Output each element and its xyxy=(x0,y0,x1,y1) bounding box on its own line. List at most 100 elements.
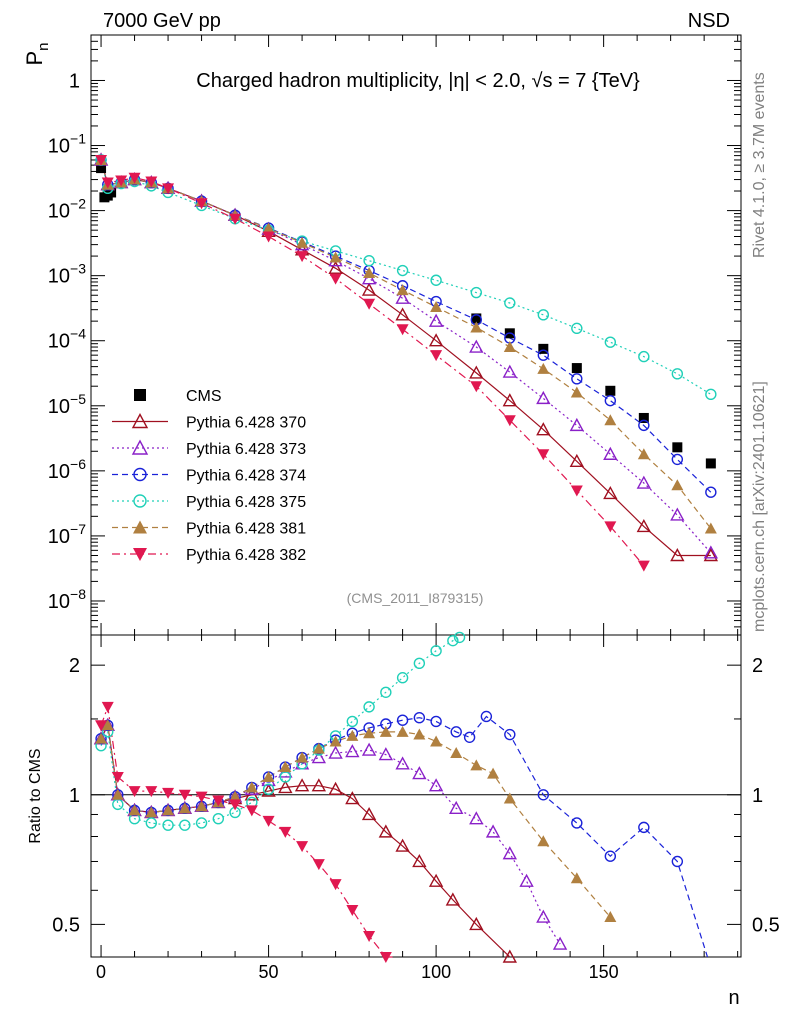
main-point-pythia-6-428-375 xyxy=(604,336,617,348)
ratio-point-pythia-6-428-375 xyxy=(363,701,375,713)
ratio-point-pythia-6-428-373 xyxy=(485,824,501,838)
ratio-point-pythia-6-428-370 xyxy=(311,778,327,792)
main-point-pythia-6-428-370 xyxy=(469,365,484,379)
main-point-pythia-6-428-381 xyxy=(430,300,443,312)
main-point-pythia-6-428-381 xyxy=(604,414,617,426)
ratio-point-pythia-6-428-381 xyxy=(279,761,292,773)
ratio-point-pythia-6-428-382 xyxy=(346,905,359,917)
main-point-pythia-6-428-373 xyxy=(536,390,551,405)
ratio-point-pythia-6-428-382 xyxy=(111,771,124,783)
main-point-pythia-6-428-370 xyxy=(502,393,517,407)
ratio-point-pythia-6-428-374 xyxy=(671,855,684,868)
main-point-pythia-6-428-370 xyxy=(428,333,444,347)
ratio-point-pythia-6-428-373 xyxy=(469,811,484,825)
ratio-point-pythia-6-428-381 xyxy=(145,806,158,818)
ratio-point-pythia-6-428-370 xyxy=(361,807,377,821)
main-point-pythia-6-428-381 xyxy=(296,236,309,248)
ratio-point-pythia-6-428-381 xyxy=(537,835,550,847)
ratio-point-pythia-6-428-373 xyxy=(428,778,444,792)
ratio-series-pythia-6-428-374 xyxy=(100,715,709,958)
rivet-version-text: Rivet 4.1.0, ≥ 3.7M events xyxy=(751,72,768,258)
main-point-pythia-6-428-375 xyxy=(571,322,583,335)
ratio-point-pythia-6-428-370 xyxy=(294,778,310,792)
ratio-point-pythia-6-428-375 xyxy=(145,817,158,829)
legend-label: Pythia 6.428 370 xyxy=(186,415,306,432)
ratio-point-pythia-6-428-382 xyxy=(363,930,376,942)
main-point-pythia-6-428-382 xyxy=(296,251,309,263)
ratio-point-pythia-6-428-381 xyxy=(245,781,258,793)
main-point-pythia-6-428-382 xyxy=(430,350,443,362)
main-plot-frame xyxy=(90,34,742,636)
main-point-pythia-6-428-382 xyxy=(95,154,108,166)
main-point-cms xyxy=(96,163,107,174)
ratio-point-pythia-6-428-381 xyxy=(101,719,114,731)
legend-label: Pythia 6.428 382 xyxy=(186,547,306,564)
legend-marker xyxy=(133,467,147,482)
main-point-pythia-6-428-382 xyxy=(195,198,208,210)
main-point-pythia-6-428-375 xyxy=(638,350,650,363)
ratio-point-pythia-6-428-381 xyxy=(128,804,141,816)
main-point-pythia-6-428-382 xyxy=(396,324,409,336)
main-point-pythia-6-428-373 xyxy=(428,313,444,327)
ratio-point-pythia-6-428-374 xyxy=(537,789,550,801)
main-point-pythia-6-428-375 xyxy=(396,264,409,277)
main-point-pythia-6-428-382 xyxy=(101,177,114,189)
main-point-pythia-6-428-370 xyxy=(361,282,377,296)
legend-entry-pythia-6-428-373: Pythia 6.428 373 xyxy=(112,439,306,458)
ratio-ylabel: Ratio to CMS xyxy=(27,748,44,843)
ratio-point-pythia-6-428-374 xyxy=(463,731,476,743)
legend: CMS Pythia 6.428 370 Pythia 6.428 373 Pythi… xyxy=(112,388,306,564)
main-point-pythia-6-428-382 xyxy=(115,175,128,187)
ratio-point-pythia-6-428-375 xyxy=(179,819,191,831)
ratio-point-pythia-6-428-374 xyxy=(638,821,650,834)
ratio-point-pythia-6-428-375 xyxy=(447,634,459,647)
legend-label: Pythia 6.428 375 xyxy=(186,494,306,511)
main-point-pythia-6-428-373 xyxy=(670,507,685,521)
ratio-point-pythia-6-428-370 xyxy=(378,824,394,838)
x-tick-label: 50 xyxy=(259,962,279,982)
ratio-point-pythia-6-428-370 xyxy=(445,892,461,906)
main-point-pythia-6-428-374 xyxy=(638,419,650,432)
main-point-pythia-6-428-382 xyxy=(262,231,275,243)
main-y-tick-label: 10−6 xyxy=(48,456,86,483)
main-point-pythia-6-428-381 xyxy=(363,266,376,278)
main-point-pythia-6-428-374 xyxy=(537,349,550,361)
main-point-pythia-6-428-381 xyxy=(396,284,409,296)
ratio-point-pythia-6-428-375 xyxy=(212,812,225,825)
legend-marker xyxy=(134,389,146,401)
legend-entry-cms: CMS xyxy=(134,388,222,405)
main-point-pythia-6-428-382 xyxy=(537,449,550,461)
ratio-point-pythia-6-428-375 xyxy=(413,657,426,669)
main-chart-title: Charged hadron multiplicity, |η| < 2.0, … xyxy=(196,70,640,92)
ratio-point-pythia-6-428-373 xyxy=(449,800,464,815)
main-point-pythia-6-428-370 xyxy=(603,485,618,500)
ratio-point-pythia-6-428-373 xyxy=(536,909,551,923)
main-point-pythia-6-428-381 xyxy=(637,448,650,460)
main-point-pythia-6-428-381 xyxy=(329,251,342,263)
main-point-pythia-6-428-382 xyxy=(604,521,617,533)
main-y-tick-label: 10−2 xyxy=(48,196,86,223)
ratio-point-pythia-6-428-381 xyxy=(195,800,208,812)
ratio-point-pythia-6-428-370 xyxy=(278,779,293,794)
legend-label: Pythia 6.428 381 xyxy=(186,521,306,538)
ratio-point-pythia-6-428-382 xyxy=(145,786,158,798)
analysis-id: (CMS_2011_I879315) xyxy=(347,590,484,606)
ratio-point-pythia-6-428-370 xyxy=(469,916,484,931)
main-line-pythia-6-428-375 xyxy=(100,159,712,395)
ratio-point-pythia-6-428-381 xyxy=(346,729,359,741)
energy-label: 7000 GeV pp xyxy=(103,10,221,32)
ratio-point-pythia-6-428-381 xyxy=(363,727,376,739)
legend-entry-pythia-6-428-370: Pythia 6.428 370 xyxy=(112,413,306,432)
ratio-point-pythia-6-428-381 xyxy=(413,728,426,740)
main-point-pythia-6-428-375 xyxy=(363,254,375,267)
legend-marker xyxy=(133,548,147,561)
ratio-point-pythia-6-428-374 xyxy=(396,714,409,726)
ratio-point-pythia-6-428-381 xyxy=(503,792,516,804)
main-point-pythia-6-428-373 xyxy=(361,271,377,285)
main-point-pythia-6-428-381 xyxy=(262,222,275,234)
main-point-pythia-6-428-374 xyxy=(604,394,617,407)
main-point-pythia-6-428-370 xyxy=(395,307,410,321)
ratio-y-tick-label-right: 2 xyxy=(752,655,763,677)
ratio-point-pythia-6-428-370 xyxy=(328,781,343,795)
ratio-point-pythia-6-428-382 xyxy=(162,787,175,799)
